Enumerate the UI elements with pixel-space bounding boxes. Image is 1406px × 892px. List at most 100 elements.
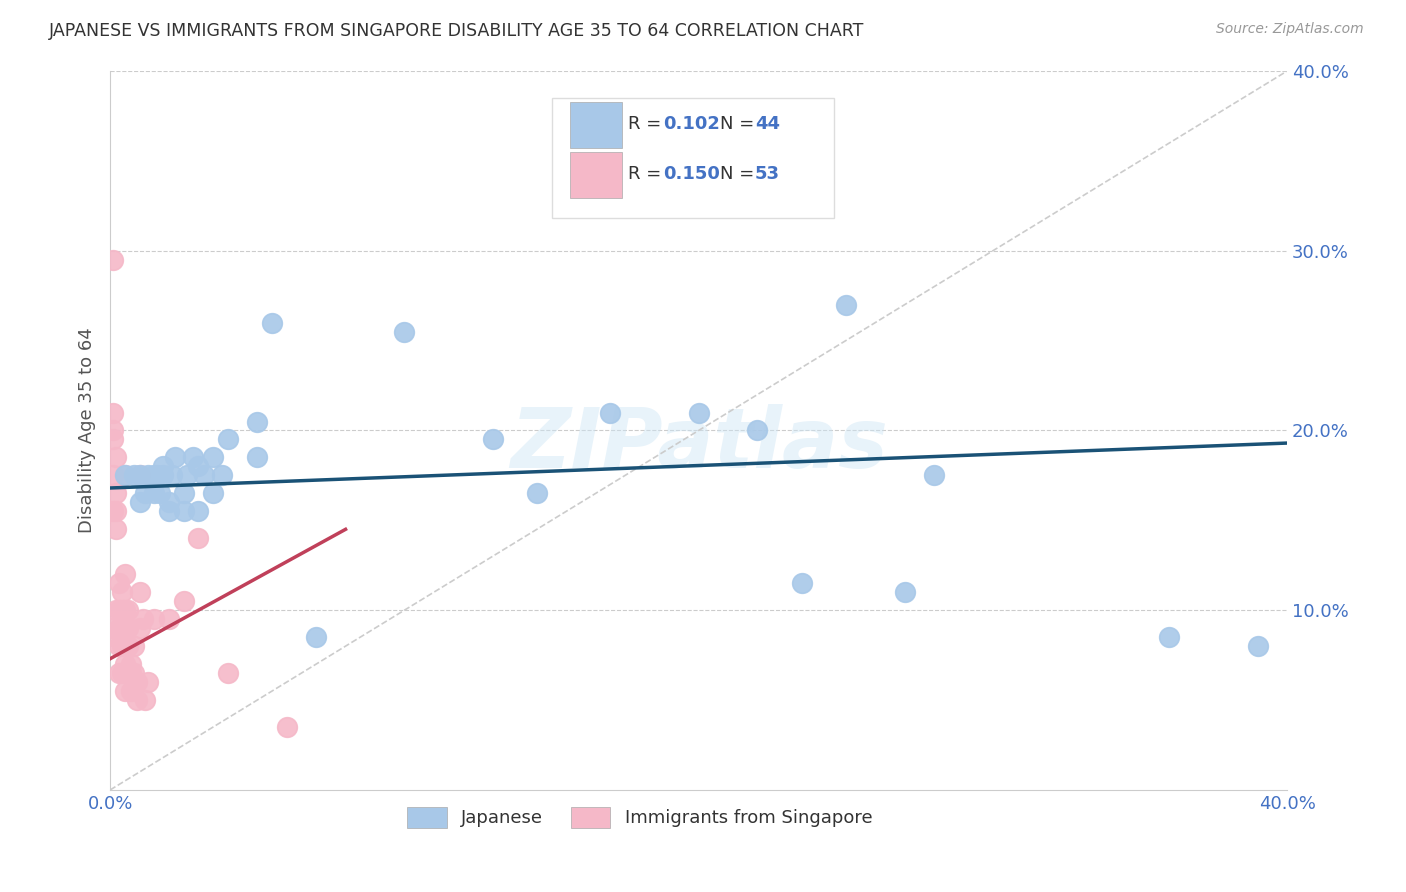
Point xyxy=(181,450,204,465)
Point xyxy=(173,594,195,608)
Point xyxy=(125,693,148,707)
Point xyxy=(108,639,131,653)
Text: R =: R = xyxy=(628,165,666,183)
Point xyxy=(193,468,215,483)
Point xyxy=(117,621,139,635)
Point xyxy=(111,621,134,635)
Point xyxy=(790,576,813,591)
Legend: Japanese, Immigrants from Singapore: Japanese, Immigrants from Singapore xyxy=(401,799,880,835)
Point xyxy=(217,666,239,681)
Point xyxy=(394,325,416,339)
Point xyxy=(138,468,160,483)
Point xyxy=(217,433,239,447)
Point xyxy=(211,468,233,483)
Point xyxy=(138,675,160,690)
Point xyxy=(122,468,145,483)
Point xyxy=(246,450,269,465)
Point xyxy=(134,693,156,707)
Point xyxy=(160,468,183,483)
Point xyxy=(163,450,186,465)
Point xyxy=(114,468,136,483)
Text: 0.150: 0.150 xyxy=(664,165,720,183)
Point xyxy=(125,675,148,690)
Point xyxy=(114,657,136,672)
Point xyxy=(246,415,269,429)
Point xyxy=(101,621,124,635)
Point xyxy=(128,585,150,599)
Point xyxy=(128,621,150,635)
Point xyxy=(187,504,209,518)
Point xyxy=(893,585,915,599)
Point xyxy=(101,424,124,438)
Point xyxy=(128,468,150,483)
Point xyxy=(114,621,136,635)
Point xyxy=(152,468,174,483)
Point xyxy=(1246,639,1268,653)
Y-axis label: Disability Age 35 to 64: Disability Age 35 to 64 xyxy=(79,327,96,533)
Point xyxy=(105,450,128,465)
Point xyxy=(114,684,136,698)
Point xyxy=(173,504,195,518)
Point xyxy=(105,522,128,536)
Point xyxy=(108,576,131,591)
Point xyxy=(117,639,139,653)
Point xyxy=(117,603,139,617)
Point xyxy=(114,639,136,653)
Point xyxy=(202,486,225,500)
Point xyxy=(146,468,169,483)
Point xyxy=(105,630,128,644)
Point xyxy=(747,424,769,438)
Point xyxy=(305,630,328,644)
Point xyxy=(922,468,945,483)
Point xyxy=(101,504,124,518)
Point xyxy=(187,531,209,545)
Point xyxy=(101,405,124,419)
Point xyxy=(114,603,136,617)
FancyBboxPatch shape xyxy=(571,102,621,148)
Point xyxy=(111,666,134,681)
Point xyxy=(526,486,548,500)
Point xyxy=(101,433,124,447)
Point xyxy=(143,468,166,483)
Text: Source: ZipAtlas.com: Source: ZipAtlas.com xyxy=(1216,22,1364,37)
Point xyxy=(105,504,128,518)
Point xyxy=(481,433,503,447)
Point xyxy=(128,495,150,509)
Point xyxy=(120,657,142,672)
Point xyxy=(111,639,134,653)
Point xyxy=(599,405,621,419)
Point xyxy=(276,720,298,734)
Point xyxy=(202,450,225,465)
Point xyxy=(131,612,153,626)
Point xyxy=(122,666,145,681)
Point xyxy=(143,486,166,500)
Point xyxy=(187,459,209,474)
Point xyxy=(260,316,283,330)
Point xyxy=(117,666,139,681)
Point xyxy=(176,468,198,483)
Point xyxy=(157,612,180,626)
Text: JAPANESE VS IMMIGRANTS FROM SINGAPORE DISABILITY AGE 35 TO 64 CORRELATION CHART: JAPANESE VS IMMIGRANTS FROM SINGAPORE DI… xyxy=(49,22,865,40)
Text: N =: N = xyxy=(720,165,759,183)
Point xyxy=(111,585,134,599)
Point xyxy=(101,252,124,267)
Point xyxy=(108,666,131,681)
Point xyxy=(157,504,180,518)
Point xyxy=(835,298,858,312)
Point xyxy=(152,459,174,474)
Point xyxy=(122,639,145,653)
Point xyxy=(108,621,131,635)
Point xyxy=(688,405,710,419)
Point xyxy=(108,603,131,617)
Point xyxy=(157,495,180,509)
FancyBboxPatch shape xyxy=(551,97,834,219)
Text: 0.102: 0.102 xyxy=(664,115,720,133)
Point xyxy=(128,468,150,483)
Point xyxy=(114,567,136,582)
Point xyxy=(149,486,172,500)
Point xyxy=(173,486,195,500)
Text: R =: R = xyxy=(628,115,666,133)
Text: N =: N = xyxy=(720,115,759,133)
Text: ZIPatlas: ZIPatlas xyxy=(510,404,887,485)
FancyBboxPatch shape xyxy=(571,153,621,198)
